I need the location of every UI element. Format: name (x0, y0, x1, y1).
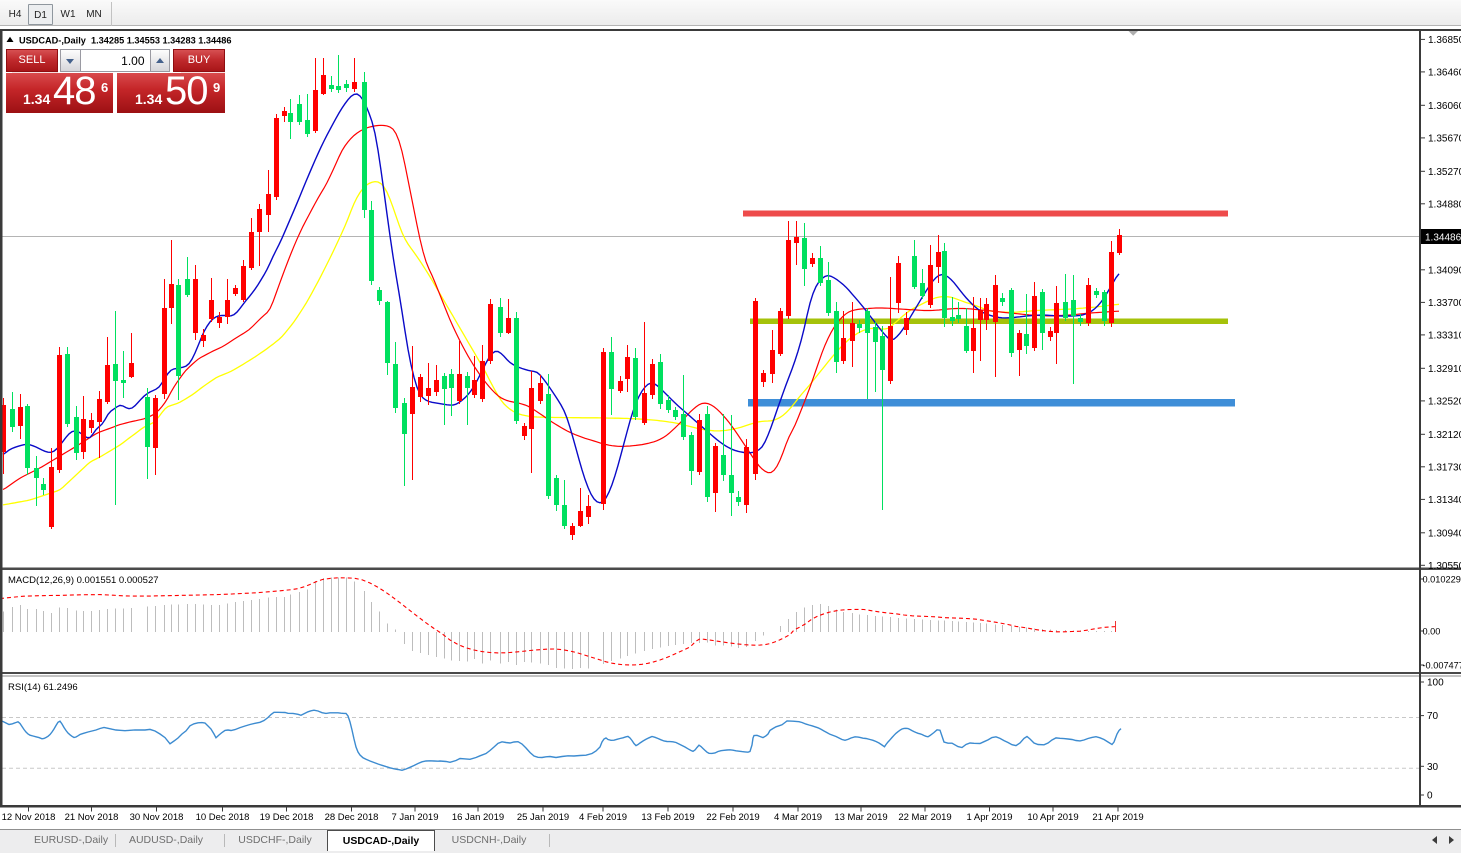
svg-text:1.34090: 1.34090 (1428, 265, 1461, 276)
svg-text:MACD(12,26,9) 0.001551 0.00052: MACD(12,26,9) 0.001551 0.000527 (8, 575, 159, 586)
svg-text:7 Jan 2019: 7 Jan 2019 (391, 812, 438, 823)
svg-text:4 Mar 2019: 4 Mar 2019 (774, 812, 822, 823)
svg-text:22 Feb 2019: 22 Feb 2019 (706, 812, 759, 823)
svg-text:13 Feb 2019: 13 Feb 2019 (641, 812, 694, 823)
svg-text:1 Apr 2019: 1 Apr 2019 (967, 812, 1013, 823)
svg-text:12 Nov 2018: 12 Nov 2018 (2, 812, 56, 823)
svg-text:21 Apr 2019: 21 Apr 2019 (1092, 812, 1143, 823)
svg-text:19 Dec 2018: 19 Dec 2018 (260, 812, 314, 823)
svg-text:28 Dec 2018: 28 Dec 2018 (325, 812, 379, 823)
svg-text:0: 0 (1427, 791, 1433, 802)
svg-text:1.33700: 1.33700 (1428, 298, 1461, 309)
svg-text:1.34880: 1.34880 (1428, 199, 1461, 210)
svg-text:1.30940: 1.30940 (1428, 528, 1461, 539)
svg-text:21 Nov 2018: 21 Nov 2018 (65, 812, 119, 823)
svg-text:10 Apr 2019: 10 Apr 2019 (1027, 812, 1078, 823)
svg-text:1.31730: 1.31730 (1428, 462, 1461, 473)
svg-text:1.35670: 1.35670 (1428, 133, 1461, 144)
svg-text:30: 30 (1427, 762, 1439, 773)
svg-text:1.33310: 1.33310 (1428, 330, 1461, 341)
svg-text:22 Mar 2019: 22 Mar 2019 (898, 812, 951, 823)
svg-text:1.31340: 1.31340 (1428, 495, 1461, 506)
svg-text:1.32120: 1.32120 (1428, 430, 1461, 441)
svg-text:-0.007477: -0.007477 (1423, 661, 1461, 671)
svg-text:4 Feb 2019: 4 Feb 2019 (579, 812, 627, 823)
svg-text:1.36850: 1.36850 (1428, 35, 1461, 46)
svg-text:1.35270: 1.35270 (1428, 167, 1461, 178)
svg-text:RSI(14) 61.2496: RSI(14) 61.2496 (8, 682, 78, 693)
svg-text:1.32520: 1.32520 (1428, 396, 1461, 407)
svg-text:1.30550: 1.30550 (1428, 561, 1461, 572)
svg-text:25 Jan 2019: 25 Jan 2019 (517, 812, 569, 823)
svg-text:70: 70 (1427, 711, 1439, 722)
svg-text:100: 100 (1427, 678, 1444, 689)
svg-text:16 Jan 2019: 16 Jan 2019 (452, 812, 504, 823)
svg-text:1.34486: 1.34486 (1425, 233, 1461, 244)
svg-text:30 Nov 2018: 30 Nov 2018 (130, 812, 184, 823)
svg-text:10 Dec 2018: 10 Dec 2018 (196, 812, 250, 823)
svg-text:0.010229: 0.010229 (1423, 575, 1461, 585)
svg-text:USDCAD-,Daily 1.34285 1.34553: USDCAD-,Daily 1.34285 1.34553 1.34283 1.… (19, 36, 231, 46)
svg-text:1.36460: 1.36460 (1428, 67, 1461, 78)
svg-text:13 Mar 2019: 13 Mar 2019 (834, 812, 887, 823)
svg-text:0.00: 0.00 (1423, 627, 1441, 637)
svg-text:1.32910: 1.32910 (1428, 364, 1461, 375)
svg-text:1.36060: 1.36060 (1428, 101, 1461, 112)
